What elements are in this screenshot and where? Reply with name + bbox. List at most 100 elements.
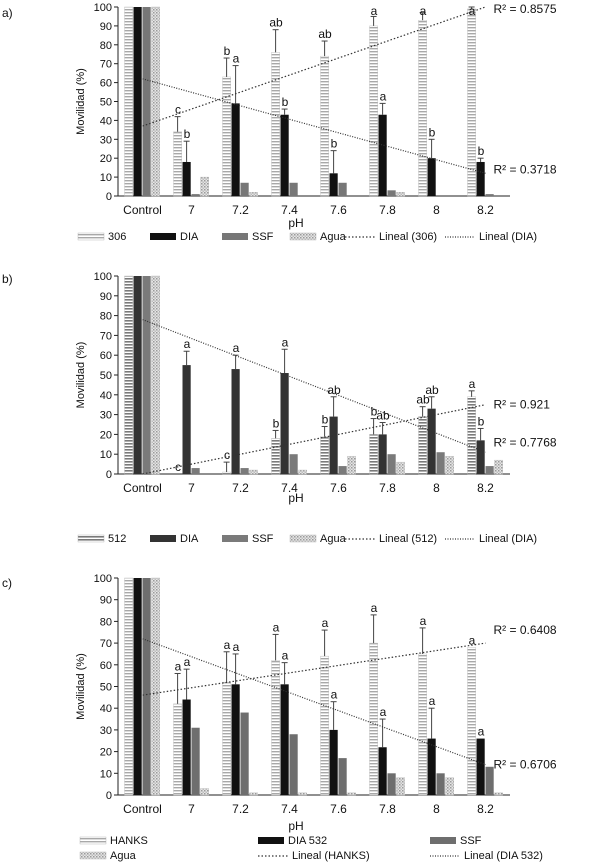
y-tick-label: 60: [100, 660, 112, 672]
significance-letter: b: [184, 127, 191, 141]
legend: 512 DIA SSF Agua Lineal (512) Lineal (DIA): [77, 533, 537, 545]
bar-ssf: [240, 182, 249, 196]
trendline: [142, 78, 486, 174]
x-tick-label: 7.8: [379, 203, 396, 217]
bar-agua: [298, 792, 307, 796]
x-tick-label: 7.8: [379, 481, 396, 495]
y-tick-label: 30: [100, 410, 112, 422]
trendline: [142, 638, 486, 766]
x-tick-label: 7.6: [330, 203, 347, 217]
significance-letter: b: [429, 125, 436, 139]
significance-letter: b: [331, 137, 338, 151]
significance-letter: a: [420, 614, 427, 628]
y-tick-label: 80: [100, 616, 112, 628]
bar-ssf: [338, 466, 347, 474]
r2-label: R² = 0.6408: [494, 623, 557, 637]
legend-label: DIA: [180, 231, 199, 243]
significance-letter: a: [184, 655, 191, 669]
bar-306: [320, 55, 329, 197]
bar-ssf: [240, 468, 249, 474]
significance-letter: a: [429, 694, 436, 708]
bar-dia-532: [133, 578, 142, 795]
significance-letter: a: [469, 377, 476, 391]
significance-letter: c: [224, 448, 230, 462]
significance-letter: a: [371, 601, 378, 615]
bar-hanks: [418, 653, 427, 796]
legend-label: Agua: [110, 850, 137, 862]
x-tick-label: 7.8: [379, 802, 396, 816]
bar-512: [271, 438, 280, 475]
x-tick-label: Control: [123, 203, 162, 217]
r2-label: R² = 0.6706: [494, 758, 557, 772]
legend-label: SSF: [460, 835, 482, 847]
y-tick-label: 20: [100, 429, 112, 441]
bar-ssf: [387, 190, 396, 196]
bar-dia-532: [329, 729, 338, 795]
bar-dia-532: [231, 684, 240, 795]
legend-label: DIA 532: [288, 835, 327, 847]
y-tick-label: 80: [100, 40, 112, 52]
bar-ssf: [338, 182, 347, 196]
bar-hanks: [271, 660, 280, 796]
x-tick-label: 7.2: [232, 203, 249, 217]
bar-512: [418, 416, 427, 475]
bar-agua: [151, 275, 160, 475]
trendline: [142, 6, 486, 127]
y-tick-label: 0: [106, 469, 112, 481]
bar-agua: [249, 792, 258, 796]
bar-ssf: [387, 454, 396, 474]
bar-ssf: [142, 276, 151, 474]
legend-label: Lineal (306): [379, 231, 437, 243]
bar-hanks: [320, 655, 329, 796]
legend-swatch: [289, 534, 317, 543]
bar-agua: [445, 777, 454, 796]
legend-swatch: [150, 535, 176, 542]
bar-ssf: [289, 182, 298, 196]
legend-label: 306: [108, 231, 126, 243]
legend-label: Lineal (HANKS): [292, 850, 370, 862]
significance-letter: b: [282, 95, 289, 109]
significance-letter: a: [233, 341, 240, 355]
significance-letter: ab: [425, 383, 439, 397]
significance-letter: a: [273, 620, 280, 634]
legend-label: Lineal (DIA): [479, 533, 537, 545]
bar-dia: [133, 7, 142, 196]
r2-label: R² = 0.7768: [494, 435, 557, 449]
bar-agua: [347, 455, 356, 475]
significance-letter: a: [331, 688, 338, 702]
bar-agua: [249, 192, 258, 197]
significance-letter: ab: [416, 393, 430, 407]
x-tick-label: 8.2: [477, 203, 494, 217]
significance-letter: b: [273, 416, 280, 430]
bar-ssf: [289, 454, 298, 474]
y-tick-label: 50: [100, 682, 112, 694]
bar-306: [124, 6, 133, 197]
bar-dia: [182, 365, 191, 474]
bar-ssf: [191, 194, 200, 196]
bar-ssf: [289, 734, 298, 795]
bar-dia: [427, 158, 436, 196]
y-tick-label: 30: [100, 134, 112, 146]
bar-306: [369, 25, 378, 197]
y-tick-label: 90: [100, 595, 112, 607]
significance-letter: b: [478, 414, 485, 428]
bar-dia: [427, 408, 436, 474]
bar-agua: [200, 788, 209, 796]
bar-dia-532: [182, 699, 191, 795]
bar-dia: [280, 373, 289, 474]
legend-swatch: [258, 837, 284, 844]
y-tick-label: 10: [100, 449, 112, 461]
bar-306: [173, 131, 182, 197]
bar-ssf: [142, 578, 151, 795]
bar-agua: [494, 459, 503, 475]
bar-hanks: [467, 647, 476, 796]
bar-ssf: [485, 766, 494, 795]
significance-letter: ab: [327, 383, 341, 397]
bar-512: [369, 434, 378, 475]
legend-swatch: [222, 535, 248, 542]
bar-306: [271, 52, 280, 197]
y-tick-label: 90: [100, 291, 112, 303]
bar-agua: [445, 455, 454, 475]
bar-agua: [249, 469, 258, 475]
y-axis-label: Movilidad (%): [75, 653, 87, 720]
